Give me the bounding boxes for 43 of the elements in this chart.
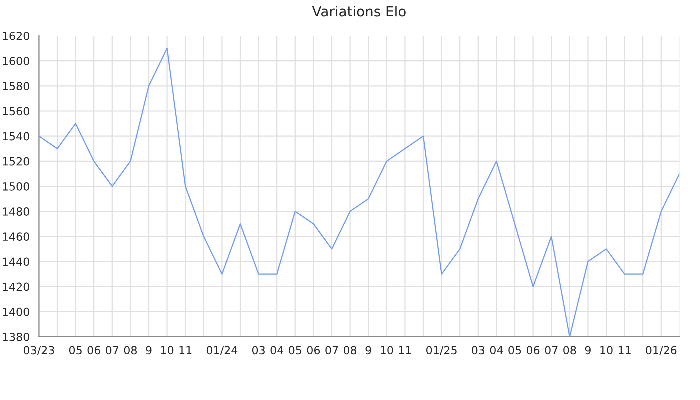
chart-title: Variations Elo <box>312 6 406 17</box>
x-tick-label: 08 <box>564 346 576 355</box>
x-tick-label: 05 <box>508 346 522 355</box>
x-tick-label: 08 <box>344 346 357 355</box>
y-tick-label: 1480 <box>3 208 30 216</box>
y-tick-label: 1620 <box>3 32 30 40</box>
x-tick-label: 01/25 <box>426 346 457 356</box>
y-tick-label: 1600 <box>3 57 30 66</box>
y-tick-label: 1520 <box>3 157 30 166</box>
y-tick-label: 1440 <box>3 258 30 266</box>
x-tick-label: 06 <box>88 346 100 355</box>
x-tick-label: 11 <box>399 346 412 354</box>
x-tick-label: 06 <box>526 346 540 355</box>
y-tick-label: 1500 <box>3 182 30 191</box>
x-tick-label: 05 <box>289 346 302 355</box>
x-tick-label: 07 <box>326 346 338 355</box>
x-tick-label: 9 <box>366 346 372 355</box>
x-tick-label: 04 <box>490 346 504 355</box>
x-tick-label: 04 <box>270 346 284 355</box>
y-tick-label: 1460 <box>3 232 30 242</box>
x-tick-label: 10 <box>161 346 174 355</box>
x-tick-label: 03/23 <box>24 346 54 356</box>
x-tick-label: 11 <box>618 346 631 354</box>
x-tick-label: 03 <box>472 346 485 355</box>
x-tick-label: 07 <box>545 346 558 355</box>
x-tick-label: 11 <box>180 346 192 354</box>
x-tick-label: 06 <box>307 346 320 355</box>
x-tick-label: 08 <box>124 346 138 355</box>
x-tick-label: 01/24 <box>206 346 238 356</box>
x-tick-label: 05 <box>69 346 82 355</box>
x-tick-label: 01/26 <box>646 346 677 356</box>
y-tick-label: 1540 <box>3 132 30 141</box>
y-tick-label: 1380 <box>3 332 30 342</box>
y-tick-label: 1400 <box>3 308 30 316</box>
x-tick-label: 03 <box>252 346 265 355</box>
x-tick-label: 9 <box>585 346 591 355</box>
x-tick-label: 10 <box>600 346 613 355</box>
y-tick-label: 1420 <box>3 282 30 292</box>
y-tick-label: 1560 <box>3 107 30 116</box>
x-tick-label: 07 <box>106 346 119 355</box>
y-tick-label: 1580 <box>3 82 30 91</box>
x-tick-label: 9 <box>146 346 152 355</box>
x-tick-label: 10 <box>381 346 394 355</box>
